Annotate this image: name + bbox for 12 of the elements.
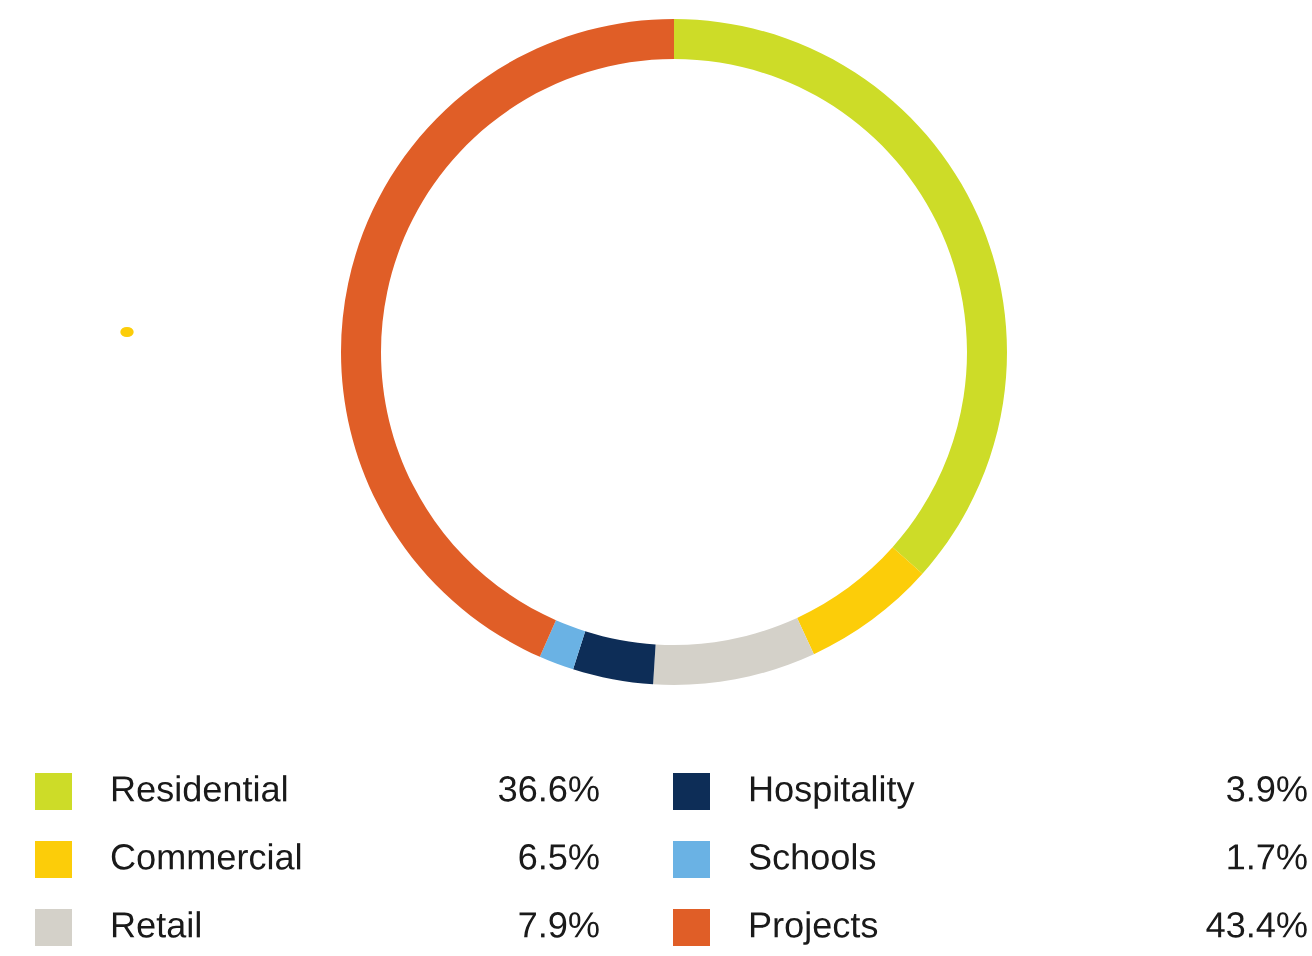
data-label: 1.7% — [1228, 844, 1307, 870]
legend-label: Projects — [750, 911, 878, 945]
legend-label: Schools — [749, 843, 876, 870]
legend-label: Hospitality — [750, 775, 915, 809]
legend-label: Commercial — [111, 843, 301, 870]
data-label: 36.6% — [498, 776, 599, 802]
data-label: 7.9% — [519, 912, 599, 938]
data-label: 6.5% — [519, 844, 599, 870]
legend-label: Retail — [112, 911, 200, 938]
data-label: 43.4% — [1206, 912, 1307, 938]
data-label: 3.9% — [1227, 776, 1307, 802]
legend-label: Residential — [112, 775, 287, 802]
